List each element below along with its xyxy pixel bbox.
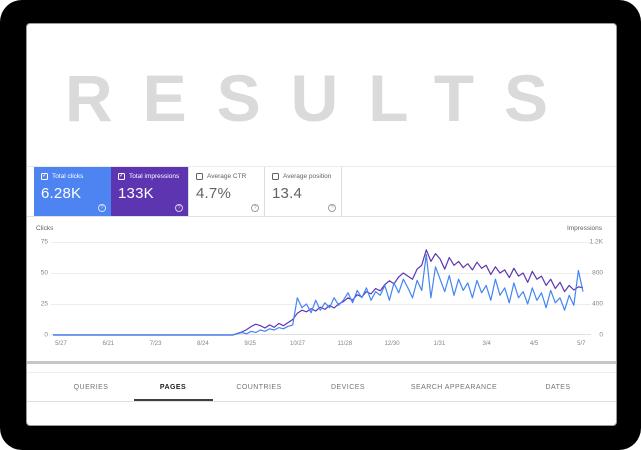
help-icon[interactable]: ? <box>328 204 336 212</box>
x-tick-label: 1/31 <box>433 341 446 347</box>
left-axis-tick: 0 <box>44 331 48 339</box>
checkbox-unchecked-icon[interactable] <box>272 173 279 180</box>
impressions-line <box>53 249 584 336</box>
help-icon[interactable]: ? <box>175 204 183 212</box>
x-tick-label: 12/30 <box>384 341 400 347</box>
checkbox-checked-icon[interactable]: ✓ <box>118 173 125 180</box>
horizontal-scrollbar[interactable] <box>27 361 616 364</box>
results-watermark: RESULTS <box>64 61 579 135</box>
dimension-tabs: QUERIES PAGES COUNTRIES DEVICES SEARCH A… <box>27 372 616 402</box>
x-tick-label: 5/7 <box>577 341 586 347</box>
metric-label: Total clicks <box>52 173 84 180</box>
tab-pages[interactable]: PAGES <box>159 384 187 391</box>
metric-card-average-ctr[interactable]: Average CTR 4.7% ? <box>188 167 265 216</box>
active-tab-underline <box>134 399 213 401</box>
tab-countries[interactable]: COUNTRIES <box>236 384 282 391</box>
metric-value: 4.7% <box>196 185 231 202</box>
x-tick-label: 11/28 <box>337 341 353 347</box>
performance-line-chart <box>51 242 591 336</box>
metric-label: Average CTR <box>207 173 247 180</box>
right-axis-tick: 400 <box>592 300 603 308</box>
x-axis-labels: 5/27 6/21 7/23 8/24 9/25 10/27 11/28 12/30 1/31 3… <box>51 341 591 351</box>
x-tick-label: 9/25 <box>244 341 257 347</box>
search-console-report-card: RESULTS ✓ Total clicks 6.28K ? ✓ Total i… <box>26 23 617 426</box>
help-icon[interactable]: ? <box>251 204 259 212</box>
right-axis-tick: 1.2K <box>589 238 603 246</box>
metric-card-average-position[interactable]: Average position 13.4 ? <box>265 167 342 216</box>
right-axis-title: Impressions <box>566 225 602 232</box>
tab-dates[interactable]: DATES <box>545 384 571 391</box>
tab-search-appearance[interactable]: SEARCH APPEARANCE <box>410 384 498 391</box>
metric-card-total-clicks[interactable]: ✓ Total clicks 6.28K ? <box>34 167 111 216</box>
metric-cards-row: ✓ Total clicks 6.28K ? ✓ Total impressio… <box>27 166 616 217</box>
metric-value: 133K <box>118 185 154 202</box>
metric-value: 6.28K <box>41 185 82 202</box>
x-tick-label: 3/4 <box>482 341 491 347</box>
tab-queries[interactable]: QUERIES <box>73 384 109 391</box>
clicks-line <box>53 253 584 336</box>
x-tick-label: 8/24 <box>197 341 209 347</box>
left-axis-tick: 50 <box>40 269 48 277</box>
metric-label: Average position <box>283 173 332 180</box>
right-axis-tick: 800 <box>592 269 603 277</box>
tab-devices[interactable]: DEVICES <box>331 384 365 391</box>
x-tick-label: 7/23 <box>149 341 162 347</box>
x-tick-label: 4/5 <box>529 341 539 347</box>
checkbox-unchecked-icon[interactable] <box>196 173 203 180</box>
x-tick-label: 6/21 <box>102 341 115 347</box>
x-tick-label: 5/27 <box>55 341 67 347</box>
metric-card-total-impressions[interactable]: ✓ Total impressions 133K ? <box>111 167 188 216</box>
left-axis-tick: 75 <box>40 238 48 246</box>
help-icon[interactable]: ? <box>98 204 106 212</box>
left-axis-title: Clicks <box>36 225 54 232</box>
right-axis-tick: 0 <box>599 331 603 339</box>
x-tick-label: 10/27 <box>289 341 306 347</box>
metric-value: 13.4 <box>272 185 302 202</box>
checkbox-checked-icon[interactable]: ✓ <box>41 173 48 180</box>
metric-label: Total impressions <box>129 173 180 180</box>
left-axis-tick: 25 <box>40 300 48 308</box>
